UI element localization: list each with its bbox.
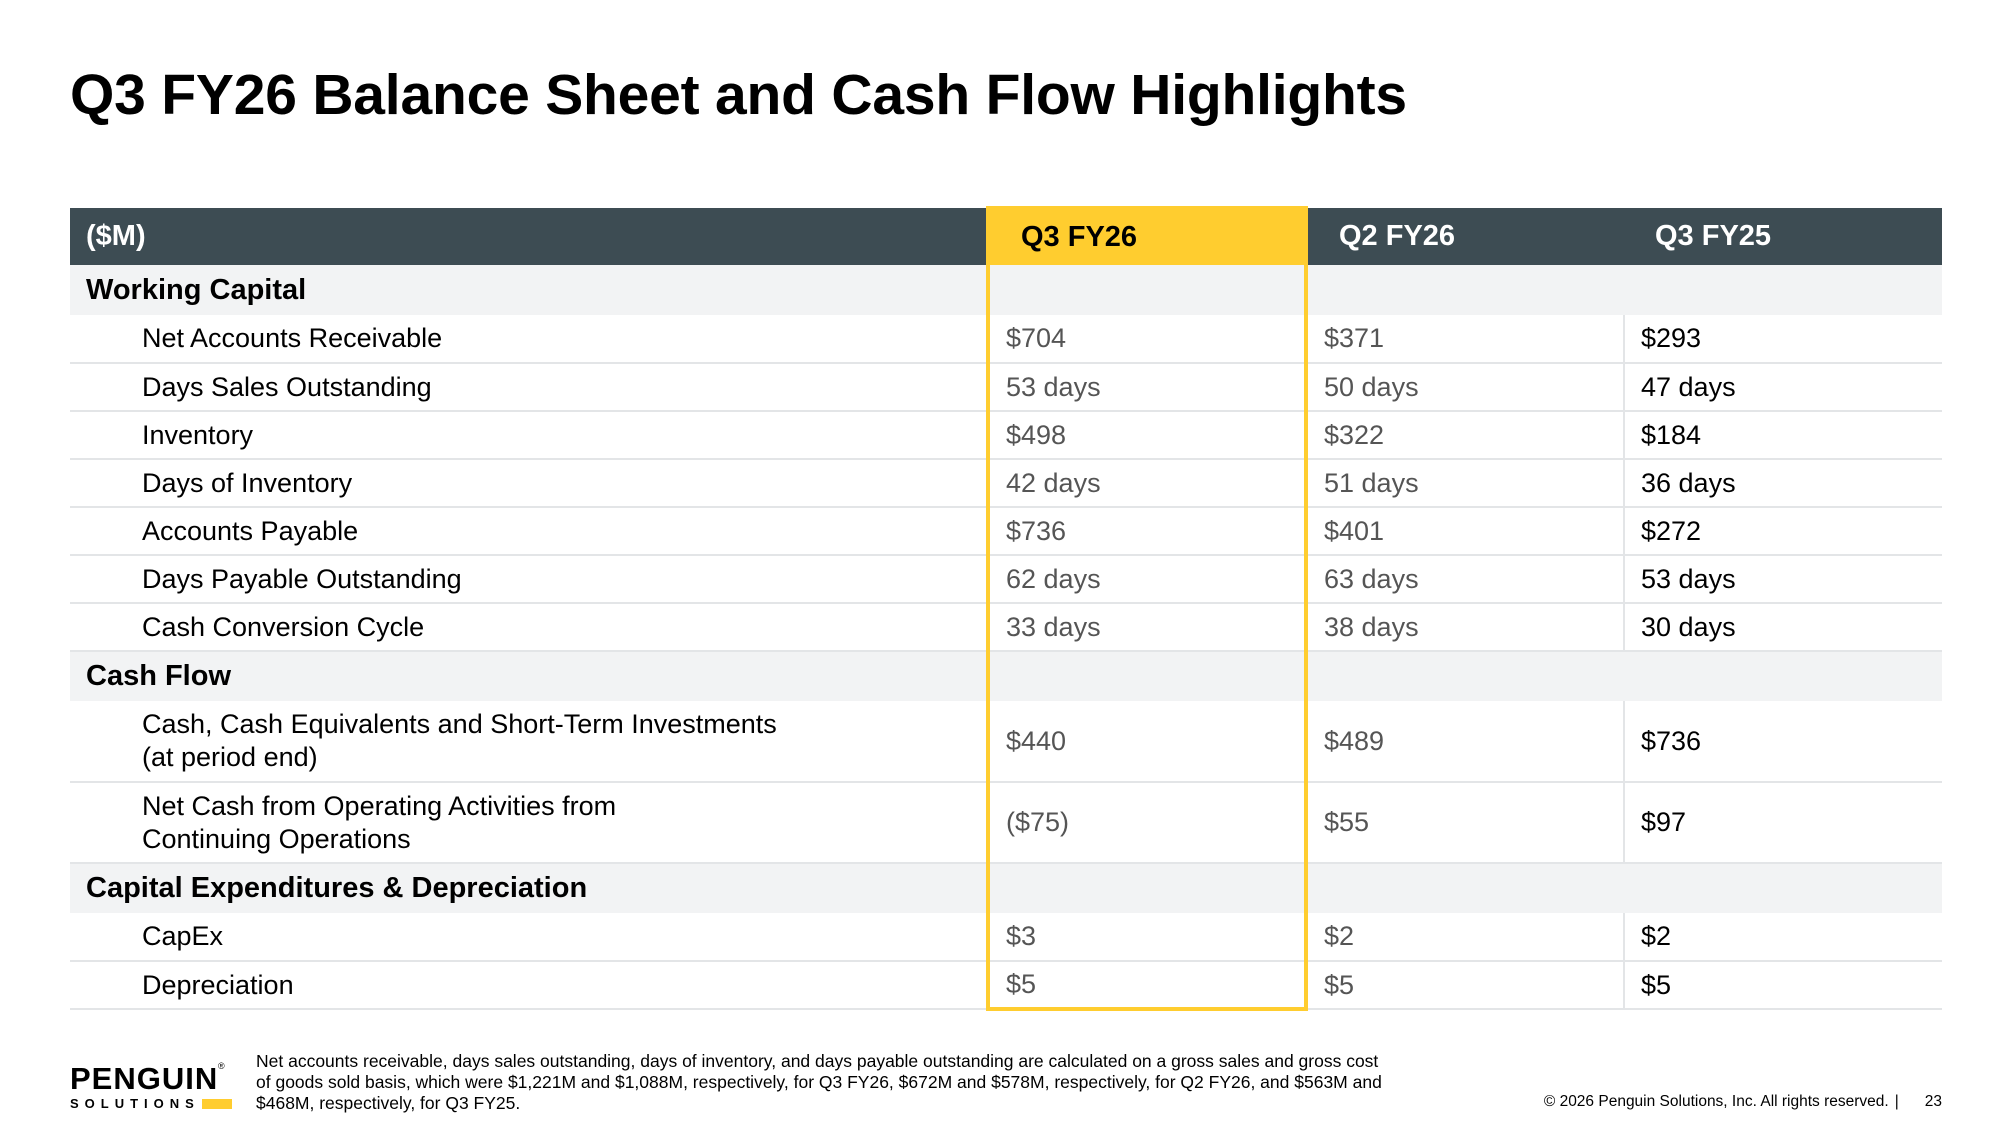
row-label: CapEx xyxy=(70,913,988,962)
row-label: Accounts Payable xyxy=(70,507,988,556)
row-label-line: Net Cash from Operating Activities from xyxy=(142,790,617,821)
cell-q3-fy26: $704 xyxy=(986,315,1308,364)
cell-q3-fy26: ($75) xyxy=(986,782,1308,864)
section-title: Cash Flow xyxy=(70,651,988,701)
cell-q3-fy25: 36 days xyxy=(1623,459,1942,508)
row-label: Net Accounts Receivable xyxy=(70,315,988,364)
row-label: Days Payable Outstanding xyxy=(70,555,988,604)
cell-q3-fy26: $5 xyxy=(986,961,1308,1011)
logo-registered-mark: ® xyxy=(218,1061,225,1071)
cell-q3-fy25: $272 xyxy=(1623,507,1942,556)
row-label: Days Sales Outstanding xyxy=(70,363,988,412)
section-title: Working Capital xyxy=(70,265,988,315)
copyright-footer: © 2026 Penguin Solutions, Inc. All right… xyxy=(1544,1093,1942,1111)
cell-q3-fy25: 53 days xyxy=(1623,555,1942,604)
logo-subtext: SOLUTIONS xyxy=(70,1096,200,1111)
section-title: Capital Expenditures & Depreciation xyxy=(70,863,988,913)
table-row: Days Payable Outstanding 62 days 63 days… xyxy=(70,555,1942,604)
cell-q3-fy26: $440 xyxy=(986,701,1308,783)
cell-q2-fy26: 50 days xyxy=(1306,363,1624,412)
cell-q3-fy26: $3 xyxy=(986,913,1308,962)
cell-q2-fy26: $401 xyxy=(1306,507,1624,556)
section-row: Cash Flow xyxy=(70,651,1942,701)
copyright-text: © 2026 Penguin Solutions, Inc. All right… xyxy=(1543,1093,1889,1110)
footer-separator: | xyxy=(1894,1093,1899,1110)
cell-q3-fy26: 33 days xyxy=(986,603,1308,652)
cell-q2-fy26: 63 days xyxy=(1306,555,1624,604)
row-label: Depreciation xyxy=(70,961,988,1010)
table-row: Cash Conversion Cycle 33 days 38 days 30… xyxy=(70,603,1942,652)
footnote: Net accounts receivable, days sales outs… xyxy=(256,1051,1382,1113)
cell-q3-fy25: $293 xyxy=(1623,315,1942,364)
logo-accent-bar xyxy=(201,1098,232,1109)
table-row: Accounts Payable $736 $401 $272 xyxy=(70,507,1942,556)
row-label: Cash, Cash Equivalents and Short-Term In… xyxy=(70,701,988,783)
table-row: Days Sales Outstanding 53 days 50 days 4… xyxy=(70,363,1942,412)
row-label: Days of Inventory xyxy=(70,459,988,508)
cell-q2-fy26: 51 days xyxy=(1306,459,1624,508)
cell-q3-fy25: 30 days xyxy=(1623,603,1942,652)
cell-q3-fy25: $2 xyxy=(1623,913,1942,962)
table-row: Net Accounts Receivable $704 $371 $293 xyxy=(70,315,1942,364)
section-row: Working Capital xyxy=(70,265,1942,315)
table-header-row: ($M) Q3 FY26 Q2 FY26 Q3 FY25 xyxy=(70,206,1942,265)
cell-q3-fy26: 62 days xyxy=(986,555,1308,604)
table-row: CapEx $3 $2 $2 xyxy=(70,913,1942,962)
cell-q2-fy26: 38 days xyxy=(1306,603,1624,652)
cell-q3-fy25: $736 xyxy=(1623,701,1942,783)
cell-q2-fy26: $5 xyxy=(1306,961,1624,1010)
header-units: ($M) xyxy=(70,208,988,265)
row-label: Net Cash from Operating Activities from … xyxy=(70,782,988,864)
cell-q3-fy26: 42 days xyxy=(986,459,1308,508)
header-q3-fy26: Q3 FY26 xyxy=(986,206,1308,265)
row-label-line: (at period end) xyxy=(142,742,318,772)
table-row: Inventory $498 $322 $184 xyxy=(70,411,1942,460)
penguin-solutions-logo: PENGUIN ® SOLUTIONS xyxy=(70,1061,232,1111)
cell-q2-fy26: $322 xyxy=(1306,411,1624,460)
cell-q3-fy25: $184 xyxy=(1623,411,1942,460)
cell-q3-fy25: $97 xyxy=(1623,782,1942,864)
section-row: Capital Expenditures & Depreciation xyxy=(70,863,1942,913)
cell-q3-fy26: $736 xyxy=(986,507,1308,556)
cell-q3-fy25: $5 xyxy=(1623,961,1942,1010)
row-label: Inventory xyxy=(70,411,988,460)
row-label-line: Continuing Operations xyxy=(142,823,411,854)
table-row: Cash, Cash Equivalents and Short-Term In… xyxy=(70,701,1942,783)
row-label-line: Cash, Cash Equivalents and Short-Term In… xyxy=(142,709,777,739)
cell-q2-fy26: $55 xyxy=(1306,782,1624,864)
header-q3-fy25: Q3 FY25 xyxy=(1624,208,1942,265)
header-q2-fy26: Q2 FY26 xyxy=(1306,208,1624,265)
cell-q2-fy26: $2 xyxy=(1306,913,1624,962)
page-title: Q3 FY26 Balance Sheet and Cash Flow High… xyxy=(70,63,1407,127)
logo-wordmark: PENGUIN xyxy=(70,1061,219,1096)
cell-q3-fy26: 53 days xyxy=(986,363,1308,412)
table-row: Net Cash from Operating Activities from … xyxy=(70,782,1942,864)
table-row: Days of Inventory 42 days 51 days 36 day… xyxy=(70,459,1942,508)
cell-q3-fy25: 47 days xyxy=(1623,363,1942,412)
cell-q2-fy26: $371 xyxy=(1306,315,1624,364)
highlights-table: ($M) Q3 FY26 Q2 FY26 Q3 FY25 Working Cap… xyxy=(70,206,1942,1011)
table-row: Depreciation $5 $5 $5 xyxy=(70,961,1942,1011)
page-number: 23 xyxy=(1924,1093,1942,1110)
row-label: Cash Conversion Cycle xyxy=(70,603,988,652)
cell-q3-fy26: $498 xyxy=(986,411,1308,460)
cell-q2-fy26: $489 xyxy=(1306,701,1624,783)
